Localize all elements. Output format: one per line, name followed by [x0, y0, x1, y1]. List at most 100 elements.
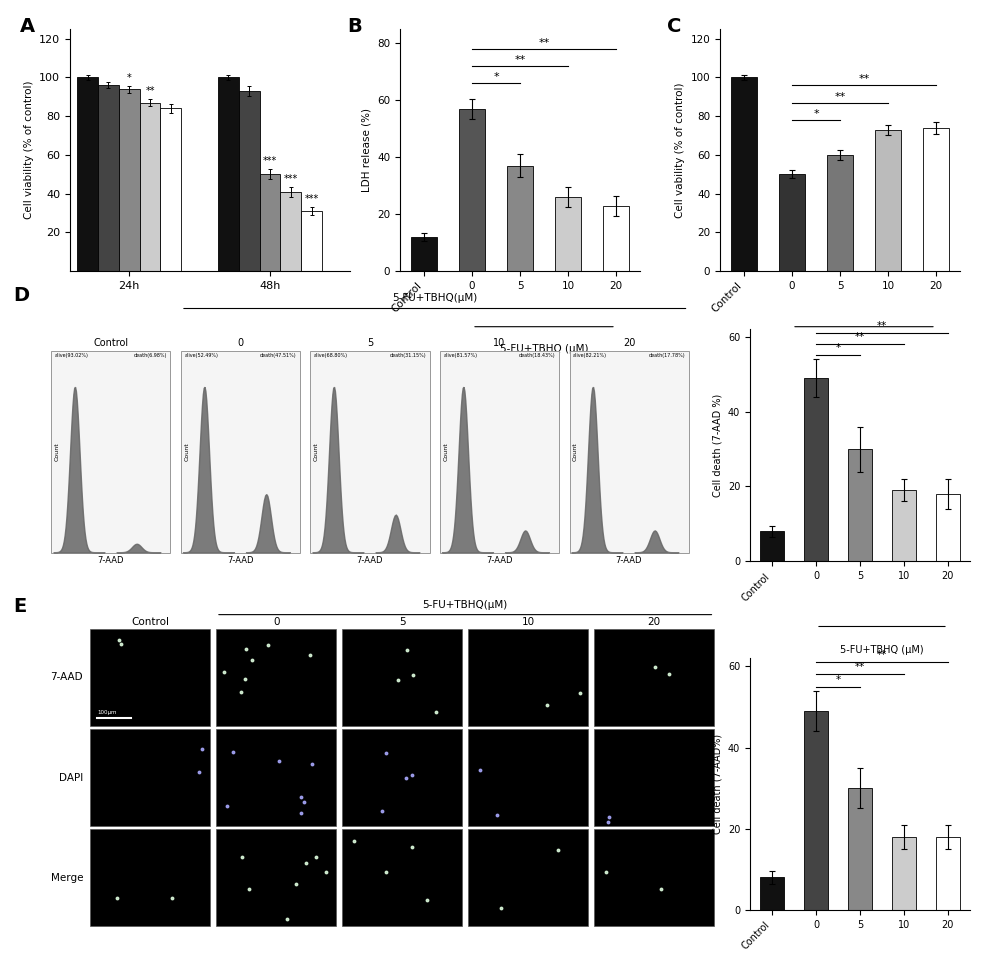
Bar: [260, 174, 280, 271]
Text: 5-FU+TBHQ(μM): 5-FU+TBHQ(μM): [423, 600, 508, 611]
Text: *: *: [813, 109, 819, 119]
Text: 5-FU+TBHQ(μM): 5-FU+TBHQ(μM): [392, 293, 477, 303]
FancyBboxPatch shape: [468, 830, 588, 926]
Text: alive(68.80%): alive(68.80%): [314, 353, 348, 358]
Text: **: **: [834, 92, 846, 102]
Text: 7-AAD: 7-AAD: [616, 556, 642, 564]
Text: 5-FU+TBHQ (μM): 5-FU+TBHQ (μM): [500, 344, 588, 353]
Text: ***: ***: [304, 195, 319, 204]
Text: C: C: [667, 17, 682, 36]
Bar: [119, 89, 140, 271]
FancyBboxPatch shape: [468, 729, 588, 826]
Text: **: **: [877, 321, 887, 331]
Bar: [760, 877, 784, 910]
Text: 5-FU+TBHQ (μM): 5-FU+TBHQ (μM): [840, 645, 924, 655]
Text: Count: Count: [314, 442, 319, 461]
FancyBboxPatch shape: [51, 350, 170, 553]
Text: 20: 20: [648, 618, 661, 627]
Text: 0: 0: [273, 618, 279, 627]
Y-axis label: LDH release (%): LDH release (%): [362, 108, 372, 192]
FancyBboxPatch shape: [570, 350, 688, 553]
Bar: [411, 237, 437, 271]
Text: 20: 20: [623, 338, 635, 348]
Y-axis label: Cell viability (% of control): Cell viability (% of control): [24, 80, 34, 220]
Text: Count: Count: [55, 442, 60, 461]
Y-axis label: Cell death (7-AAD%): Cell death (7-AAD%): [712, 734, 722, 834]
Text: 7-AAD: 7-AAD: [357, 556, 383, 564]
Bar: [923, 128, 949, 271]
Polygon shape: [376, 515, 420, 553]
Text: Control: Control: [131, 618, 169, 627]
Text: D: D: [13, 287, 29, 305]
Text: death(31.15%): death(31.15%): [389, 353, 426, 358]
Text: *: *: [835, 675, 841, 684]
Text: *: *: [493, 72, 499, 81]
Text: death(17.78%): death(17.78%): [648, 353, 685, 358]
FancyBboxPatch shape: [216, 830, 336, 926]
FancyBboxPatch shape: [342, 729, 462, 826]
Text: 5-FU+TBHQ (μM): 5-FU+TBHQ (μM): [820, 344, 908, 353]
Bar: [239, 91, 260, 271]
Text: **: **: [855, 332, 865, 343]
FancyBboxPatch shape: [468, 629, 588, 726]
Bar: [140, 103, 160, 271]
Text: **: **: [145, 86, 155, 96]
Bar: [459, 108, 485, 271]
Text: **: **: [538, 38, 550, 47]
Text: ***: ***: [284, 174, 298, 184]
Bar: [160, 108, 181, 271]
Text: alive(82.21%): alive(82.21%): [573, 353, 607, 358]
Text: death(18.43%): death(18.43%): [519, 353, 555, 358]
Bar: [848, 788, 872, 910]
Text: 7-AAD: 7-AAD: [98, 556, 124, 564]
Polygon shape: [442, 387, 494, 553]
FancyBboxPatch shape: [181, 350, 300, 553]
Polygon shape: [313, 387, 364, 553]
Bar: [936, 837, 960, 910]
Y-axis label: Cell death (7-AAD %): Cell death (7-AAD %): [712, 394, 722, 497]
Bar: [507, 166, 533, 271]
Text: 7-AAD: 7-AAD: [486, 556, 513, 564]
Bar: [892, 837, 916, 910]
Text: ***: ***: [263, 157, 277, 166]
FancyBboxPatch shape: [216, 729, 336, 826]
Text: *: *: [835, 344, 841, 353]
Text: Merge: Merge: [50, 872, 83, 883]
Text: alive(81.57%): alive(81.57%): [443, 353, 477, 358]
Bar: [936, 494, 960, 561]
Bar: [804, 378, 828, 561]
FancyBboxPatch shape: [310, 350, 430, 553]
FancyBboxPatch shape: [594, 729, 714, 826]
Bar: [218, 77, 239, 271]
Bar: [98, 85, 119, 271]
FancyBboxPatch shape: [90, 830, 210, 926]
Text: 5: 5: [367, 338, 373, 348]
Text: *: *: [127, 73, 132, 82]
FancyBboxPatch shape: [216, 629, 336, 726]
FancyBboxPatch shape: [342, 830, 462, 926]
FancyBboxPatch shape: [342, 629, 462, 726]
Text: E: E: [13, 597, 26, 616]
Text: Count: Count: [443, 442, 448, 461]
Bar: [848, 449, 872, 561]
FancyBboxPatch shape: [440, 350, 559, 553]
FancyBboxPatch shape: [90, 629, 210, 726]
Text: alive(93.02%): alive(93.02%): [55, 353, 89, 358]
Bar: [779, 174, 805, 271]
Bar: [760, 531, 784, 561]
Text: **: **: [855, 662, 865, 673]
Polygon shape: [572, 387, 623, 553]
Polygon shape: [635, 530, 679, 553]
Bar: [892, 490, 916, 561]
Text: DAPI: DAPI: [59, 772, 83, 782]
Polygon shape: [54, 387, 105, 553]
Bar: [827, 155, 853, 271]
Text: **: **: [877, 650, 887, 660]
Bar: [301, 211, 322, 271]
Text: death(6.98%): death(6.98%): [134, 353, 167, 358]
Bar: [555, 197, 581, 271]
Text: **: **: [858, 75, 870, 84]
Bar: [77, 77, 98, 271]
Bar: [731, 77, 757, 271]
FancyBboxPatch shape: [594, 830, 714, 926]
